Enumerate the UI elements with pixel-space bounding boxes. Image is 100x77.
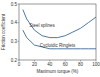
- series-label: Cycloidic Ringlets: [40, 43, 76, 48]
- x-tick-label: 0: [18, 62, 21, 67]
- series-label: Steel splines: [29, 23, 55, 28]
- y-tick-label: 0.4: [11, 20, 18, 25]
- x-tick-label: 40: [47, 62, 53, 67]
- y-tick: [18, 4, 20, 5]
- y-tick-label: 0.2: [11, 58, 18, 63]
- x-tick-label: 20: [32, 62, 38, 67]
- plot-lines: [23, 10, 96, 49]
- y-tick-label: 0.5: [11, 2, 18, 7]
- y-tick: [18, 41, 20, 42]
- series-line: [23, 10, 96, 38]
- x-tick-label: 100: [92, 62, 100, 67]
- plot-frame: [19, 4, 96, 60]
- y-tick: [18, 60, 20, 61]
- y-axis-label: Friction coefficient: [1, 13, 6, 50]
- x-axis-label: Maximum torque (%): [37, 69, 79, 74]
- y-tick-label: 0.3: [11, 39, 18, 44]
- series-line: [23, 30, 96, 49]
- x-tick-label: 60: [63, 62, 69, 67]
- y-tick: [18, 22, 20, 23]
- x-tick-label: 80: [78, 62, 84, 67]
- chart: 0 20 40 60 80 100 0.2 0.3 0.4 0.5 Maximum torque (…: [0, 0, 100, 77]
